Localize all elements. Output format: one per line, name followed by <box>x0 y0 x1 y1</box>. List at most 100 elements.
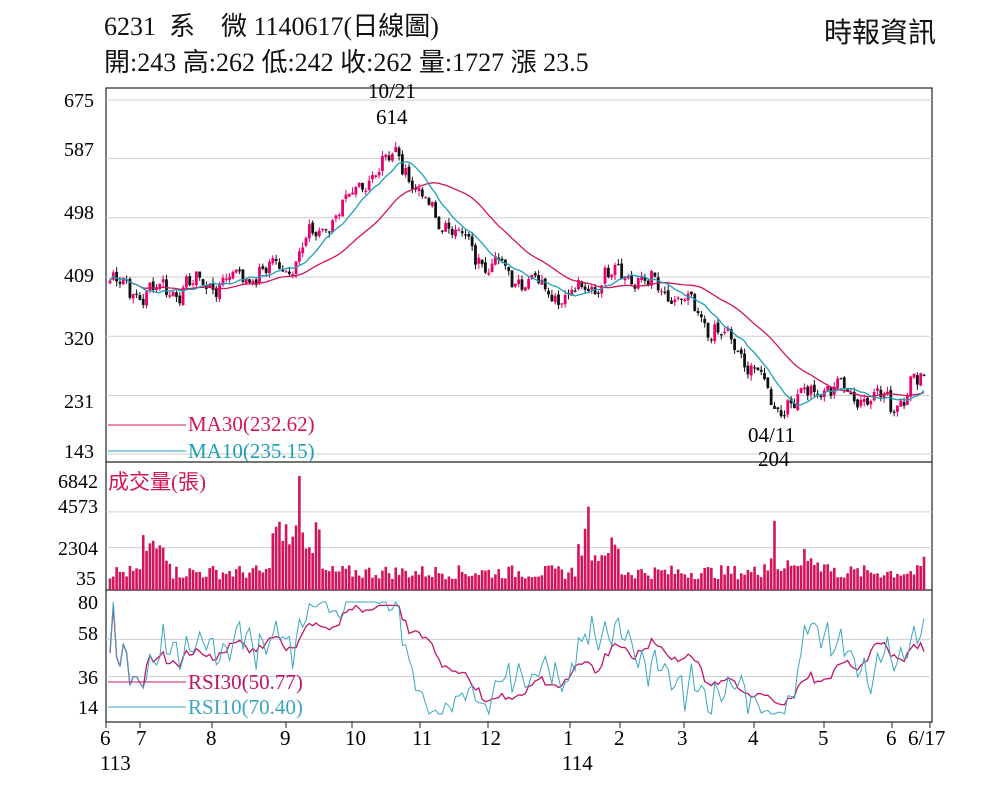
price-candle <box>729 329 733 340</box>
price-candle <box>420 189 424 197</box>
volume-bar <box>773 520 776 590</box>
volume-bar <box>337 571 341 590</box>
price-candle <box>118 281 122 284</box>
price-candle <box>264 267 268 273</box>
price-candle <box>307 224 311 239</box>
price-candle <box>613 264 617 276</box>
volume-bar <box>397 574 401 590</box>
volume-bar <box>859 576 863 590</box>
volume-bar <box>623 574 627 590</box>
low-annotation-date: 04/11 <box>748 423 795 447</box>
price-candle <box>337 214 341 217</box>
volume-bar <box>617 548 620 590</box>
low-annotation-value: 204 <box>758 447 790 471</box>
volume-bar <box>367 567 371 590</box>
volume-bar <box>783 568 786 590</box>
volume-bar <box>414 571 417 590</box>
volume-bar <box>484 570 487 590</box>
volume-bar <box>813 564 816 590</box>
price-candle <box>381 156 384 172</box>
price-candle <box>793 403 796 409</box>
volume-bar <box>826 564 829 590</box>
volume-bar <box>318 529 321 590</box>
price-candle <box>799 388 803 394</box>
price-candle <box>410 180 414 189</box>
volume-bar <box>284 524 288 590</box>
volume-bar <box>573 576 577 590</box>
price-candle <box>135 293 138 295</box>
volume-bar <box>161 547 165 590</box>
price-candle <box>434 202 437 218</box>
price-candle <box>919 373 923 386</box>
volume-bar <box>148 543 152 590</box>
price-candle <box>454 229 457 237</box>
price-candle <box>723 331 727 334</box>
volume-bar <box>550 565 554 590</box>
volume-bar <box>593 555 597 590</box>
volume-bar <box>251 568 255 590</box>
price-candle <box>437 216 441 230</box>
volume-bar <box>876 573 879 590</box>
volume-bar <box>676 569 680 590</box>
volume-bar <box>421 566 424 590</box>
volume-bar <box>836 577 839 590</box>
volume-bar <box>298 476 301 590</box>
volume-bar <box>394 567 398 590</box>
price-candle <box>583 286 587 290</box>
price-candle <box>889 389 893 412</box>
price-candle <box>254 279 258 285</box>
volume-ytick: 6842 <box>58 471 98 493</box>
volume-bar <box>311 553 314 590</box>
price-candle <box>311 222 315 234</box>
price-candle <box>713 324 717 342</box>
price-candle <box>763 373 766 380</box>
price-candle <box>214 288 218 298</box>
volume-bar <box>181 577 185 590</box>
price-candle <box>444 223 447 232</box>
volume-bar <box>720 565 723 590</box>
price-candle <box>666 290 670 302</box>
volume-bar <box>796 565 800 590</box>
ohlc-summary: 開:243 高:262 低:242 收:262 量:1727 漲 23.5 <box>104 48 589 77</box>
volume-bar <box>786 560 790 590</box>
price-candle <box>364 190 368 192</box>
volume-bar <box>131 570 135 590</box>
price-candle <box>660 290 663 293</box>
volume-bar <box>806 560 810 590</box>
volume-bar <box>314 522 318 590</box>
price-candle <box>527 279 531 289</box>
volume-bar <box>723 574 726 590</box>
price-candle <box>859 399 863 406</box>
price-candle <box>530 274 534 279</box>
volume-bar <box>570 567 574 590</box>
volume-bar <box>690 572 693 590</box>
volume-bar <box>171 578 175 590</box>
volume-bar <box>334 571 338 590</box>
price-candle <box>593 287 597 294</box>
volume-bar <box>424 576 427 590</box>
volume-bar <box>344 568 348 590</box>
rsi30-legend-label: RSI30(50.77) <box>188 670 303 694</box>
price-candle <box>537 275 540 284</box>
volume-bar <box>271 533 275 590</box>
price-candle <box>367 180 371 190</box>
volume-bar <box>726 566 730 590</box>
volume-bar <box>185 576 188 590</box>
volume-bar <box>653 567 657 590</box>
price-candle <box>610 274 614 278</box>
price-candle <box>809 385 813 395</box>
price-candle <box>460 231 464 234</box>
volume-bar <box>141 535 145 590</box>
plot-frame <box>105 87 933 723</box>
volume-bar <box>862 565 866 590</box>
volume-bar <box>716 578 720 590</box>
volume-bar <box>643 573 647 590</box>
price-candle <box>749 365 753 376</box>
volume-bar <box>710 567 713 590</box>
price-candle <box>643 276 647 281</box>
price-candle <box>138 295 142 300</box>
volume-bar <box>646 575 650 590</box>
price-candle <box>773 405 776 409</box>
price-candle <box>796 394 800 411</box>
